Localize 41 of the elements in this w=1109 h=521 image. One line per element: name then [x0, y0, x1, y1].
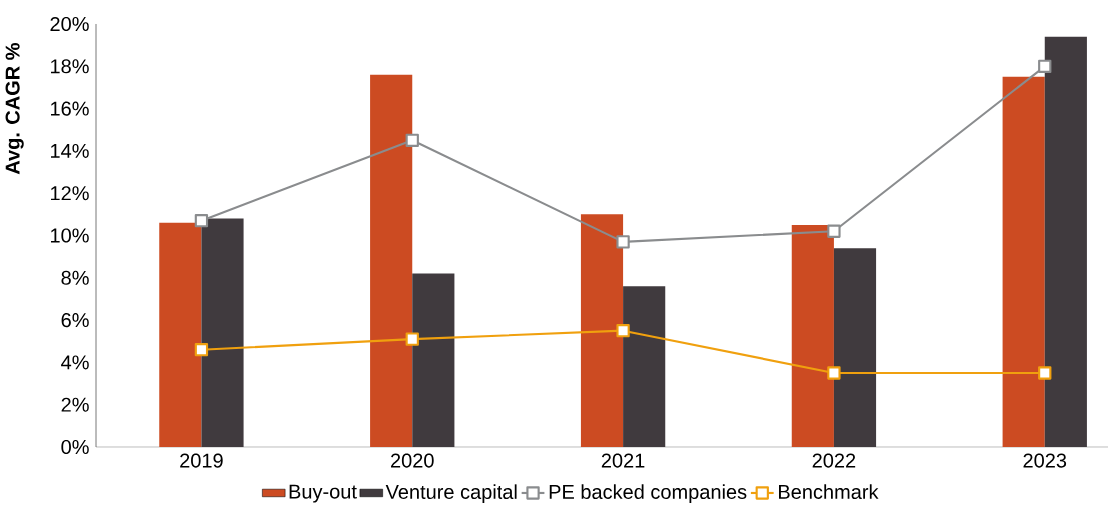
- point: [1038, 59, 1052, 73]
- point: [1038, 366, 1052, 380]
- legend-label: PE backed companies: [549, 484, 747, 503]
- y-tick-label: 2%: [61, 397, 89, 412]
- y-tick-label: 6%: [61, 313, 89, 328]
- bar: [833, 248, 877, 447]
- point: [194, 214, 209, 228]
- bar: [159, 222, 202, 447]
- y-axis-title: Avg. CAGR %: [5, 43, 24, 175]
- legend-label: Benchmark: [779, 484, 879, 499]
- point: [405, 332, 419, 346]
- y-tick-label: 0%: [61, 439, 89, 455]
- point: [827, 224, 841, 238]
- point: [616, 324, 630, 338]
- bar: [1002, 76, 1045, 447]
- legend-label: Buy-out: [289, 484, 357, 503]
- x-tick-label: 2019: [180, 453, 223, 468]
- x-tick-label: 2021: [601, 453, 645, 468]
- bar: [412, 273, 455, 447]
- y-tick-label: 20%: [50, 16, 89, 32]
- bar: [370, 74, 413, 447]
- point: [827, 366, 841, 380]
- y-tick-label: 8%: [61, 270, 89, 285]
- point: [194, 343, 209, 357]
- legend-label: Venture capital: [385, 484, 517, 503]
- bar: [791, 224, 834, 447]
- y-tick-label: 12%: [51, 186, 89, 201]
- y-tick-label: 16%: [51, 101, 89, 116]
- bar: [623, 286, 666, 447]
- x-tick-label: 2022: [812, 453, 856, 468]
- point: [405, 133, 419, 147]
- x-tick-label: 2023: [1023, 453, 1067, 468]
- y-tick-label: 14%: [51, 143, 89, 158]
- y-tick-label: 18%: [51, 59, 89, 74]
- bar: [201, 218, 244, 447]
- y-tick-label: 10%: [51, 228, 89, 243]
- y-tick-label: 4%: [61, 355, 89, 370]
- point: [616, 235, 630, 249]
- x-tick-label: 2020: [391, 453, 434, 468]
- bar: [580, 214, 624, 447]
- bar: [1044, 36, 1087, 447]
